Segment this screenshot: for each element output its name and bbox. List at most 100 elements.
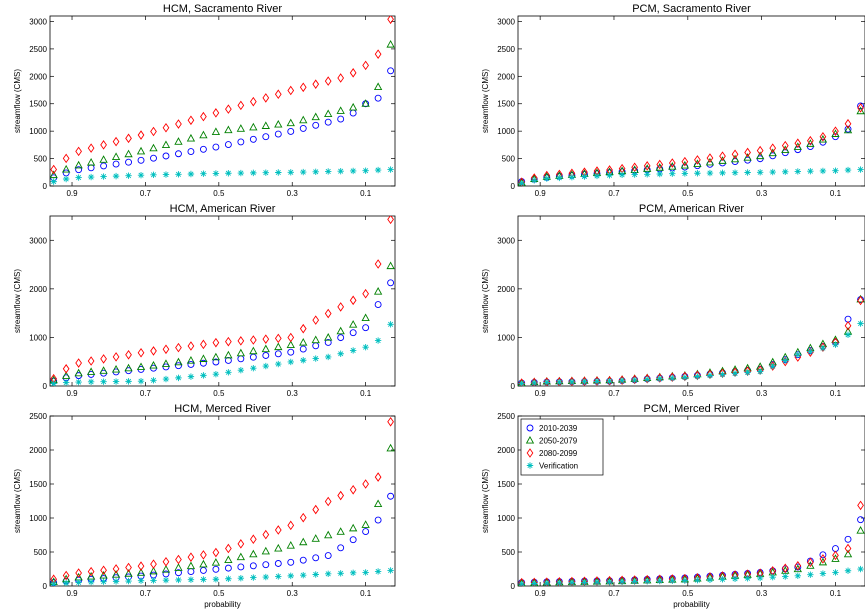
y-tick-label: 2000: [29, 72, 47, 81]
point-s2050: [274, 119, 283, 128]
point-s2080: [694, 155, 701, 165]
point-sver: [706, 576, 714, 583]
point-sver: [175, 374, 182, 382]
point-s2050: [348, 102, 358, 111]
y-tick-label: 1000: [29, 333, 47, 342]
point-s2010: [299, 556, 307, 564]
point-sver: [644, 578, 651, 585]
point-s2080: [125, 133, 132, 144]
point-s2080: [374, 472, 382, 482]
point-s2050: [336, 106, 345, 114]
plot-frame: [517, 215, 865, 387]
point-s2050: [299, 115, 308, 124]
point-sver: [769, 363, 776, 370]
point-s2010: [212, 358, 220, 366]
point-sver: [706, 169, 714, 177]
y-tick-label: 1000: [29, 127, 47, 136]
panel-title: PCM, American River: [639, 203, 744, 215]
point-s2050: [361, 520, 370, 528]
point-sver: [807, 571, 814, 578]
x-tick-label: 0.7: [608, 589, 620, 598]
point-sver: [287, 169, 294, 176]
x-tick-label: 0.9: [535, 189, 547, 198]
point-s2010: [374, 94, 382, 102]
point-sver: [744, 369, 751, 376]
point-s2010: [224, 141, 232, 148]
point-s2080: [175, 554, 182, 565]
legend-entry-label: 2050-2079: [539, 437, 578, 446]
point-sver: [225, 170, 232, 177]
point-s2050: [149, 143, 158, 152]
point-s2080: [87, 566, 95, 577]
point-s2080: [75, 358, 82, 368]
point-sver: [349, 347, 357, 354]
point-s2050: [680, 160, 690, 169]
point-s2050: [86, 367, 96, 376]
point-s2050: [224, 555, 233, 564]
point-sver: [531, 379, 538, 386]
point-sver: [606, 172, 613, 179]
point-sver: [543, 175, 550, 182]
point-sver: [250, 364, 257, 372]
point-s2050: [136, 146, 146, 155]
point-s2080: [150, 126, 157, 137]
point-s2050: [373, 287, 383, 295]
point-sver: [287, 358, 294, 366]
point-s2050: [111, 570, 121, 578]
point-s2080: [362, 288, 369, 299]
point-s2080: [807, 557, 814, 568]
y-tick-label: 3000: [497, 236, 515, 245]
point-s2010: [312, 121, 320, 129]
point-s2050: [793, 142, 802, 150]
point-s2080: [274, 333, 282, 344]
point-sver: [162, 171, 170, 178]
x-tick-label: 0.5: [682, 589, 694, 598]
point-s2080: [656, 159, 664, 170]
point-s2010: [287, 558, 295, 566]
point-s2080: [387, 16, 394, 25]
point-sver: [706, 372, 714, 379]
point-s2080: [175, 119, 182, 129]
point-s2010: [249, 562, 257, 570]
point-s2080: [237, 100, 245, 111]
point-sver: [644, 376, 651, 383]
point-s2080: [287, 520, 295, 531]
point-s2050: [236, 124, 246, 132]
point-sver: [112, 578, 120, 585]
point-sver: [212, 170, 220, 177]
point-s2080: [706, 153, 714, 163]
point-sver: [744, 575, 751, 582]
point-s2080: [844, 118, 852, 129]
point-s2050: [161, 140, 171, 149]
point-sver: [312, 168, 319, 175]
point-s2010: [224, 357, 232, 364]
point-sver: [125, 577, 132, 585]
point-sver: [719, 576, 726, 583]
point-sver: [112, 378, 120, 385]
point-s2080: [668, 158, 676, 168]
point-s2050: [818, 557, 828, 566]
y-axis-label: streamflow (CMS): [481, 69, 490, 133]
point-s2080: [374, 49, 382, 59]
point-sver: [374, 568, 382, 575]
point-s2080: [187, 115, 195, 126]
point-sver: [593, 378, 601, 385]
point-s2010: [274, 350, 282, 358]
point-s2050: [718, 156, 727, 164]
point-s2010: [175, 362, 182, 370]
point-sver: [349, 167, 357, 175]
point-s2010: [387, 492, 395, 500]
point-sver: [518, 580, 525, 586]
point-s2050: [174, 357, 183, 366]
point-s2010: [362, 324, 370, 332]
point-s2080: [75, 146, 82, 157]
point-s2050: [336, 527, 345, 535]
point-sver: [832, 167, 839, 174]
point-s2010: [324, 339, 332, 346]
point-s2050: [324, 333, 333, 341]
point-s2050: [386, 261, 395, 270]
point-sver: [187, 170, 195, 178]
y-tick-label: 1500: [497, 480, 515, 489]
point-sver: [337, 570, 344, 577]
